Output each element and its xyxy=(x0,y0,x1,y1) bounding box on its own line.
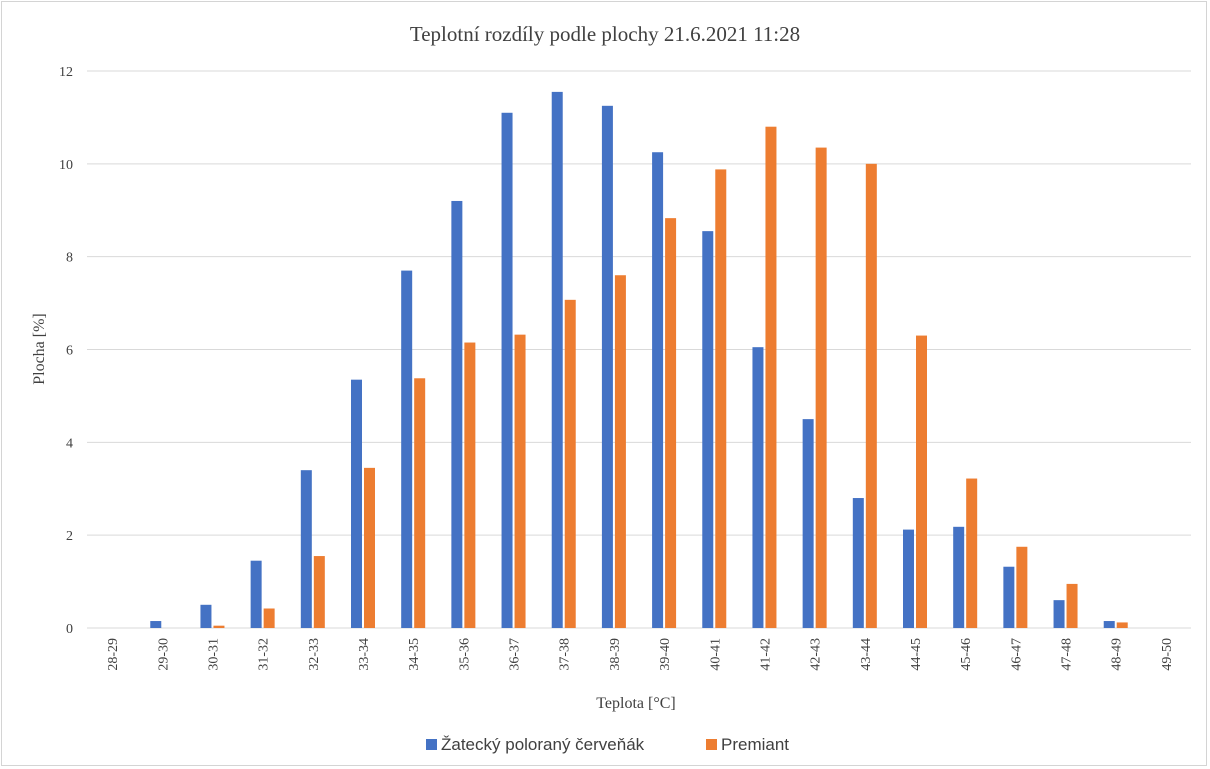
x-tick-label: 34-35 xyxy=(407,638,422,671)
bar-series-2-43-44 xyxy=(865,163,877,629)
bar-series-2-37-38 xyxy=(564,299,576,628)
x-tick-label: 42-43 xyxy=(809,638,824,671)
bar-series-2-39-40 xyxy=(665,218,677,628)
y-axis-ticks: 0 2 4 6 8 10 12 xyxy=(59,65,73,637)
y-tick-label: 0 xyxy=(66,622,73,637)
y-tick-label: 8 xyxy=(66,251,73,266)
bar-series-1-35-36 xyxy=(451,200,463,628)
bar-series-1-32-33 xyxy=(300,470,312,628)
y-tick-label: 2 xyxy=(66,529,73,544)
x-tick-label: 28-29 xyxy=(106,638,121,671)
y-tick-label: 4 xyxy=(66,436,73,451)
y-tick-label: 12 xyxy=(59,65,73,80)
x-tick-label: 48-49 xyxy=(1110,638,1125,671)
x-tick-label: 40-41 xyxy=(708,638,723,671)
x-tick-label: 37-38 xyxy=(558,638,573,671)
bar-series-2-42-43 xyxy=(815,147,827,628)
x-tick-label: 36-37 xyxy=(508,638,523,671)
bar-series-1-31-32 xyxy=(250,560,262,628)
bar-series-1-48-49 xyxy=(1103,621,1115,628)
x-tick-label: 38-39 xyxy=(608,638,623,671)
bar-series-2-32-33 xyxy=(313,556,325,628)
bar-series-2-45-46 xyxy=(966,478,978,628)
bar-series-1-37-38 xyxy=(551,91,563,628)
y-axis-title: Plocha [%] xyxy=(31,313,48,385)
bars xyxy=(150,91,1128,629)
bar-series-1-39-40 xyxy=(652,152,664,628)
x-tick-label: 33-34 xyxy=(357,638,372,671)
bar-series-2-30-31 xyxy=(213,625,225,628)
x-axis-title: Teplota [°C] xyxy=(596,695,675,712)
bar-series-1-36-37 xyxy=(501,112,513,628)
bar-series-1-29-30 xyxy=(150,621,162,628)
x-tick-label: 45-46 xyxy=(959,638,974,671)
y-tick-label: 10 xyxy=(59,158,73,173)
bar-series-2-47-48 xyxy=(1066,583,1078,628)
legend-label-1: Žatecký poloraný červeňák xyxy=(441,735,645,754)
bar-series-1-41-42 xyxy=(752,347,764,628)
bar-series-2-34-35 xyxy=(414,378,426,628)
bar-series-2-31-32 xyxy=(263,608,275,628)
bar-series-2-38-39 xyxy=(614,275,626,628)
legend-swatch-1 xyxy=(426,739,437,750)
x-tick-label: 49-50 xyxy=(1160,638,1175,671)
x-tick-label: 31-32 xyxy=(257,638,272,671)
bar-series-1-45-46 xyxy=(953,526,965,628)
bar-series-1-34-35 xyxy=(401,270,413,628)
chart-title: Teplotní rozdíly podle plochy 21.6.2021 … xyxy=(410,22,800,46)
bar-series-2-41-42 xyxy=(765,126,777,628)
y-tick-label: 6 xyxy=(66,344,73,359)
x-tick-label: 30-31 xyxy=(206,638,221,671)
bar-series-1-30-31 xyxy=(200,604,212,628)
bar-series-2-33-34 xyxy=(364,467,375,628)
bar-series-2-48-49 xyxy=(1116,622,1128,628)
grid-lines xyxy=(87,70,1191,629)
x-tick-label: 44-45 xyxy=(909,638,924,671)
bar-series-1-46-47 xyxy=(1003,566,1015,628)
x-tick-label: 46-47 xyxy=(1009,638,1024,671)
legend: Žatecký poloraný červeňák Premiant xyxy=(426,735,789,754)
legend-swatch-2 xyxy=(706,739,717,750)
bar-series-1-44-45 xyxy=(903,529,914,628)
bar-series-2-44-45 xyxy=(916,335,927,628)
x-tick-label: 43-44 xyxy=(859,638,874,671)
bar-series-2-36-37 xyxy=(514,334,526,628)
x-axis-ticks: 28-29 29-30 30-31 31-32 32-33 33-34 34-35 35-36… xyxy=(106,638,1175,671)
bar-series-1-43-44 xyxy=(852,498,864,628)
x-tick-label: 35-36 xyxy=(457,638,472,671)
x-tick-label: 47-48 xyxy=(1060,638,1075,671)
bar-series-2-46-47 xyxy=(1016,546,1028,628)
bar-series-1-40-41 xyxy=(702,231,714,628)
bar-series-2-35-36 xyxy=(464,342,476,628)
x-tick-label: 39-40 xyxy=(658,638,673,671)
x-tick-label: 41-42 xyxy=(758,638,773,671)
bar-series-1-33-34 xyxy=(351,379,362,628)
bar-series-1-38-39 xyxy=(601,105,613,628)
bar-series-1-47-48 xyxy=(1053,600,1065,628)
x-tick-label: 29-30 xyxy=(156,638,171,671)
legend-label-2: Premiant xyxy=(721,735,789,754)
bar-series-1-42-43 xyxy=(802,419,814,628)
x-tick-label: 32-33 xyxy=(307,638,322,671)
bar-series-2-40-41 xyxy=(715,169,727,629)
